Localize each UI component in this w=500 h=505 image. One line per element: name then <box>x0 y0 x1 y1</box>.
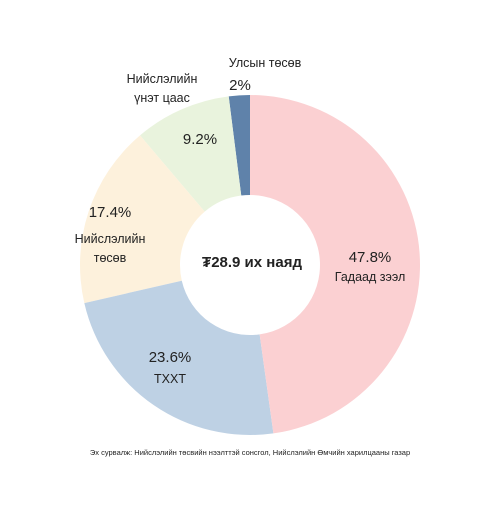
value-label: 2% <box>229 77 251 94</box>
donut-slice <box>250 95 420 434</box>
donut-slice <box>79 135 205 304</box>
category-label: ТХХТ <box>154 372 186 386</box>
category-label: Гадаад зээл <box>335 270 406 284</box>
value-label: 47.8% <box>349 249 392 266</box>
value-label: 23.6% <box>149 349 192 366</box>
donut-slice <box>228 95 250 196</box>
donut-slice <box>84 280 274 435</box>
category-label: Улсын төсөв <box>229 56 302 70</box>
source-note: Эх сурвалж: Нийслэлийн төсвийн нээлттэй … <box>90 448 410 457</box>
category-label: Нийслэлийн төсөв <box>75 232 146 265</box>
value-label: 9.2% <box>183 131 217 148</box>
center-label: ₮28.9 их наяд <box>202 254 302 271</box>
donut-slice <box>140 96 242 212</box>
value-label: 17.4% <box>89 204 132 221</box>
category-label: Нийслэлийн үнэт цаас <box>127 72 198 105</box>
